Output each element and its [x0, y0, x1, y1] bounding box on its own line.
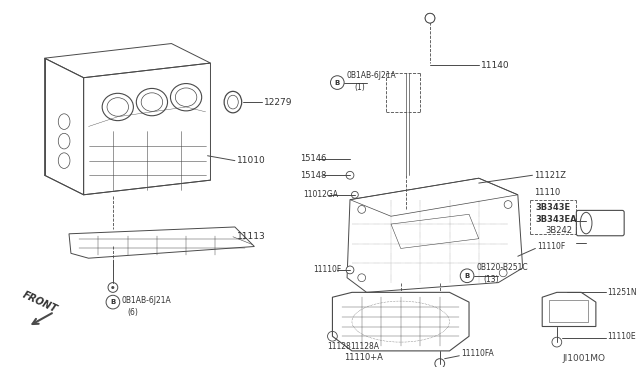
Text: B: B [110, 299, 116, 305]
Text: ●: ● [111, 285, 115, 289]
Circle shape [435, 359, 445, 368]
Text: 15146: 15146 [300, 154, 326, 163]
Circle shape [351, 191, 358, 198]
Text: 3B343E: 3B343E [536, 203, 570, 212]
Text: (1): (1) [354, 83, 365, 92]
Text: 11113: 11113 [237, 232, 266, 241]
Text: 11110: 11110 [534, 188, 561, 197]
Text: 11140: 11140 [481, 61, 509, 70]
Circle shape [346, 266, 354, 274]
Circle shape [108, 283, 118, 292]
Circle shape [346, 171, 354, 179]
Circle shape [425, 13, 435, 23]
Text: 3B343EA: 3B343EA [536, 215, 577, 224]
Text: 11010: 11010 [237, 156, 266, 165]
Text: 0B120-B251C: 0B120-B251C [477, 263, 529, 272]
Circle shape [425, 13, 435, 23]
Text: (6): (6) [127, 308, 138, 317]
Circle shape [330, 76, 344, 89]
Circle shape [106, 295, 120, 309]
Text: FRONT: FRONT [20, 290, 59, 315]
Text: 11128: 11128 [328, 341, 351, 350]
Text: 11121Z: 11121Z [534, 171, 566, 180]
Text: JI1001MO: JI1001MO [563, 354, 605, 363]
Text: B: B [465, 273, 470, 279]
Text: B: B [335, 80, 340, 86]
Text: 11110F: 11110F [538, 242, 566, 251]
Text: 11110F: 11110F [313, 265, 341, 275]
Text: 11110E: 11110E [607, 332, 636, 341]
Circle shape [552, 337, 562, 347]
Circle shape [460, 269, 474, 283]
Text: 0B1AB-6J21A: 0B1AB-6J21A [346, 71, 396, 80]
Text: 11110+A: 11110+A [344, 353, 383, 362]
Text: (13): (13) [484, 275, 499, 284]
Text: 11251N: 11251N [607, 288, 637, 297]
Text: 15148: 15148 [300, 171, 326, 180]
Text: 11012GA: 11012GA [303, 190, 338, 199]
Text: 11110FA: 11110FA [461, 349, 494, 358]
Circle shape [464, 273, 470, 279]
Bar [549, 300, 588, 322]
Text: 3B242: 3B242 [545, 227, 572, 235]
Text: 0B1AB-6J21A: 0B1AB-6J21A [122, 296, 172, 305]
Text: 11128A: 11128A [350, 341, 379, 350]
Text: 12279: 12279 [264, 97, 292, 107]
